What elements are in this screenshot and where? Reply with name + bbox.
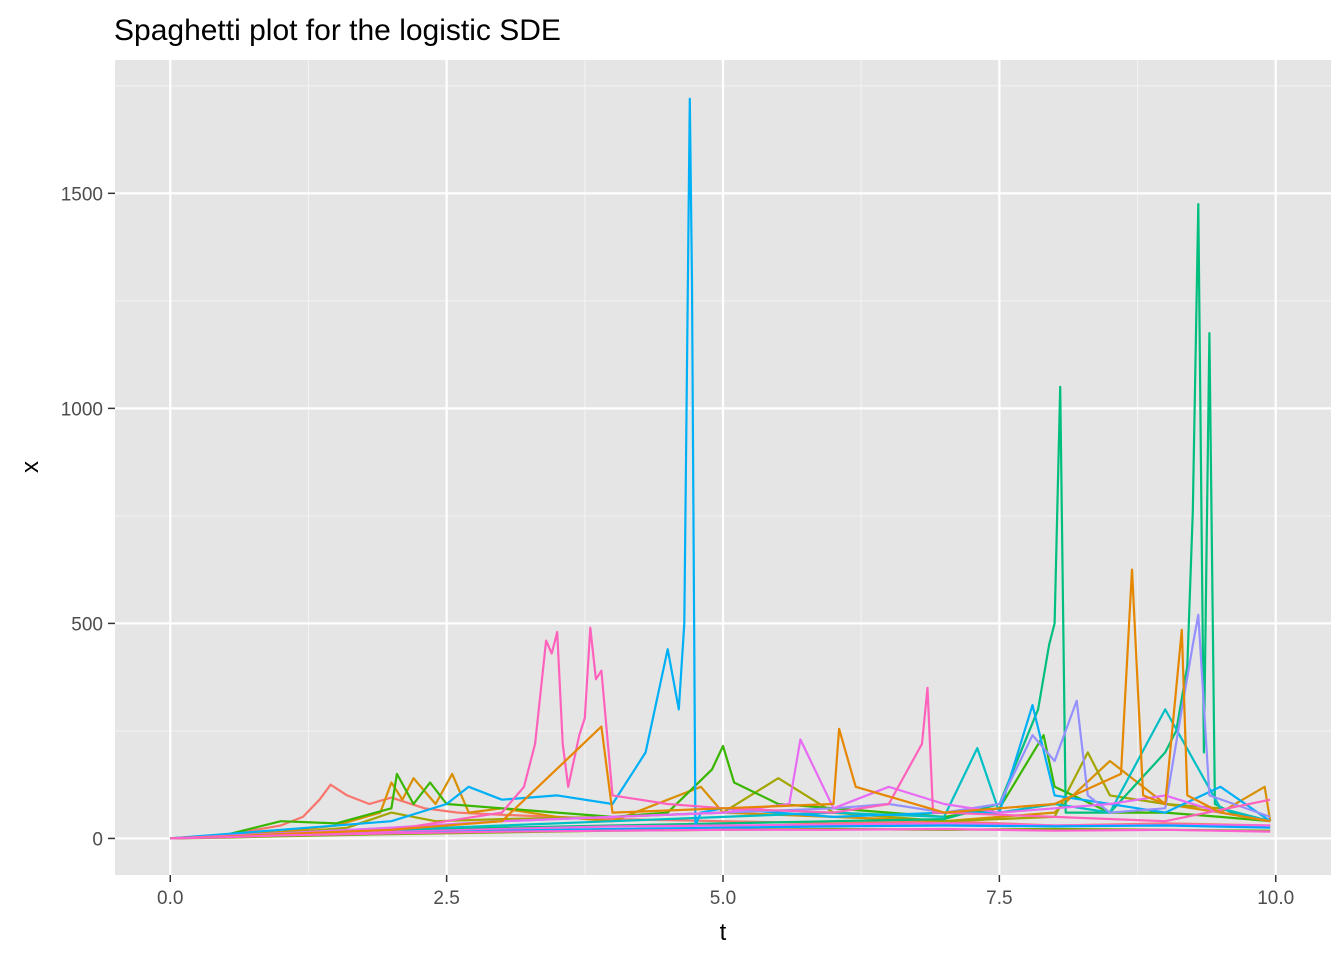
series-line-10 (170, 626, 1271, 840)
series-line-15 (170, 827, 1271, 840)
x-tick-label: 10.0 (1257, 888, 1294, 909)
series-line-5 (170, 203, 1271, 840)
series-layer (170, 97, 1272, 840)
series-line-4 (170, 734, 1271, 840)
chart-title: Spaghetti plot for the logistic SDE (114, 14, 561, 47)
series-line-14 (170, 568, 1271, 840)
series-line-2 (170, 759, 1272, 840)
x-tick-label: 0.0 (157, 888, 183, 909)
series-line-9 (170, 738, 1271, 840)
y-axis-title: x (17, 461, 44, 473)
grid-major (115, 60, 1331, 875)
y-tick-label: 500 (71, 614, 103, 635)
y-tick-label: 1500 (61, 184, 103, 205)
x-axis-ticks: 0.0 2.5 5.0 7.5 10.0 (157, 875, 1294, 909)
y-tick-label: 1000 (61, 399, 103, 420)
x-tick-label: 7.5 (986, 888, 1012, 909)
x-tick-label: 2.5 (433, 888, 459, 909)
x-axis-title: t (720, 919, 727, 946)
x-tick-label: 5.0 (710, 888, 736, 909)
y-tick-label: 0 (92, 829, 103, 850)
series-line-7 (170, 97, 1271, 840)
y-axis-ticks: 0 500 1000 1500 (61, 184, 115, 850)
